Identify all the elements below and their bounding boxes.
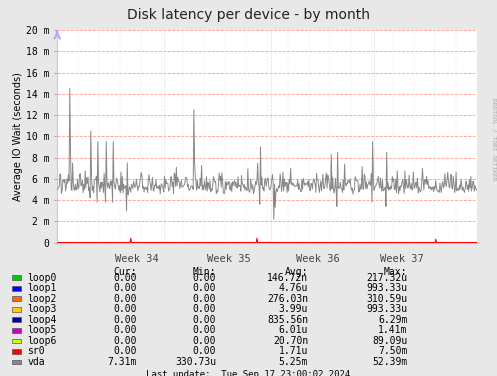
Text: Avg:: Avg: (285, 267, 308, 277)
Text: Last update:  Tue Sep 17 23:00:02 2024: Last update: Tue Sep 17 23:00:02 2024 (147, 370, 350, 376)
Text: loop0: loop0 (27, 273, 57, 283)
Text: Week 37: Week 37 (380, 254, 423, 264)
Text: 993.33u: 993.33u (366, 283, 408, 293)
Text: 276.03n: 276.03n (267, 294, 308, 304)
Text: loop3: loop3 (27, 304, 57, 314)
Text: Min:: Min: (193, 267, 216, 277)
Text: loop2: loop2 (27, 294, 57, 304)
Text: 1.71u: 1.71u (279, 346, 308, 356)
Text: loop4: loop4 (27, 315, 57, 325)
Text: 52.39m: 52.39m (372, 357, 408, 367)
Text: 6.01u: 6.01u (279, 325, 308, 335)
Text: 146.72n: 146.72n (267, 273, 308, 283)
Text: 0.00: 0.00 (113, 325, 137, 335)
Y-axis label: Average IO Wait (seconds): Average IO Wait (seconds) (13, 72, 23, 201)
Text: 0.00: 0.00 (193, 336, 216, 346)
Text: vda: vda (27, 357, 45, 367)
Text: 217.32u: 217.32u (366, 273, 408, 283)
Text: 0.00: 0.00 (193, 315, 216, 325)
Text: Week 36: Week 36 (296, 254, 339, 264)
Text: 0.00: 0.00 (113, 336, 137, 346)
Text: Disk latency per device - by month: Disk latency per device - by month (127, 8, 370, 22)
Text: 0.00: 0.00 (113, 273, 137, 283)
Text: 330.73u: 330.73u (175, 357, 216, 367)
Text: 0.00: 0.00 (193, 346, 216, 356)
Text: sr0: sr0 (27, 346, 45, 356)
Text: 835.56n: 835.56n (267, 315, 308, 325)
Text: 89.09u: 89.09u (372, 336, 408, 346)
Text: 7.50m: 7.50m (378, 346, 408, 356)
Text: 7.31m: 7.31m (107, 357, 137, 367)
Text: 1.41m: 1.41m (378, 325, 408, 335)
Text: 0.00: 0.00 (193, 304, 216, 314)
Text: 0.00: 0.00 (113, 294, 137, 304)
Text: 993.33u: 993.33u (366, 304, 408, 314)
Text: RRDTOOL / TOBI OETIKER: RRDTOOL / TOBI OETIKER (491, 98, 496, 180)
Text: 0.00: 0.00 (193, 325, 216, 335)
Text: 0.00: 0.00 (113, 346, 137, 356)
Text: Week 34: Week 34 (115, 254, 159, 264)
Text: 0.00: 0.00 (113, 315, 137, 325)
Text: 310.59u: 310.59u (366, 294, 408, 304)
Text: 0.00: 0.00 (193, 273, 216, 283)
Text: 0.00: 0.00 (193, 294, 216, 304)
Text: loop6: loop6 (27, 336, 57, 346)
Text: 20.70n: 20.70n (273, 336, 308, 346)
Text: Max:: Max: (384, 267, 408, 277)
Text: 0.00: 0.00 (193, 283, 216, 293)
Text: 0.00: 0.00 (113, 304, 137, 314)
Text: 0.00: 0.00 (113, 283, 137, 293)
Text: 6.29m: 6.29m (378, 315, 408, 325)
Text: 5.25m: 5.25m (279, 357, 308, 367)
Text: 4.76u: 4.76u (279, 283, 308, 293)
Text: Cur:: Cur: (113, 267, 137, 277)
Text: loop1: loop1 (27, 283, 57, 293)
Text: Week 35: Week 35 (207, 254, 251, 264)
Text: loop5: loop5 (27, 325, 57, 335)
Text: 3.99u: 3.99u (279, 304, 308, 314)
